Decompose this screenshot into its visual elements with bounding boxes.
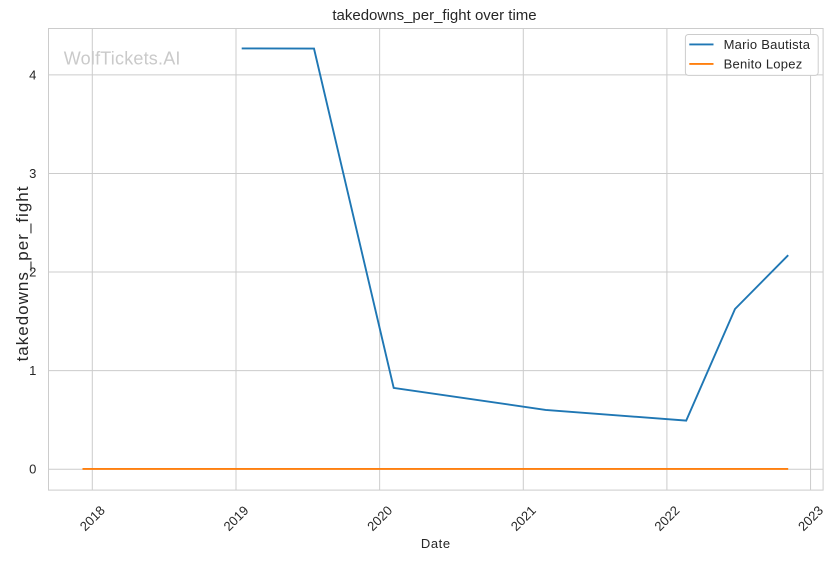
svg-text:2: 2 xyxy=(29,265,36,280)
svg-text:takedowns_per_fight: takedowns_per_fight xyxy=(13,186,32,362)
svg-text:WolfTickets.AI: WolfTickets.AI xyxy=(64,48,181,68)
svg-text:Mario Bautista: Mario Bautista xyxy=(724,37,811,52)
svg-text:3: 3 xyxy=(29,166,36,181)
svg-text:4: 4 xyxy=(29,67,36,82)
svg-text:Benito Lopez: Benito Lopez xyxy=(724,57,803,72)
svg-text:1: 1 xyxy=(29,363,36,378)
svg-text:Date: Date xyxy=(421,536,451,551)
svg-text:0: 0 xyxy=(29,462,36,477)
svg-text:takedowns_per_fight over time: takedowns_per_fight over time xyxy=(332,7,536,24)
